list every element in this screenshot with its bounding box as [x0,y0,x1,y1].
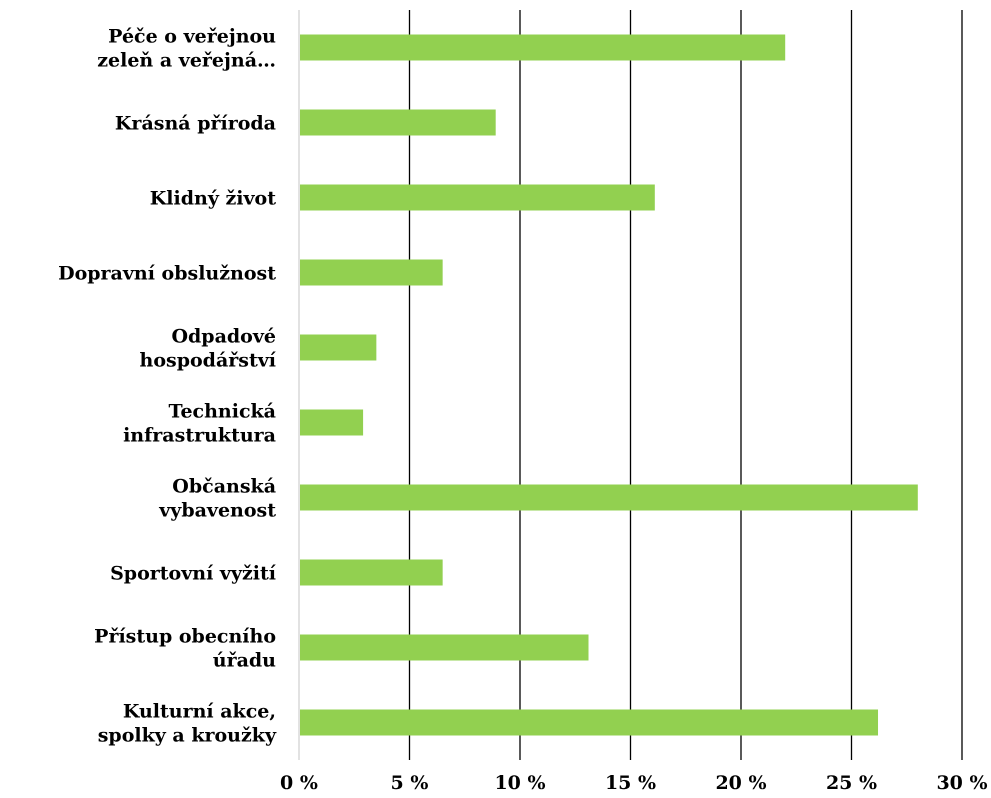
category-label: hospodářství [140,350,277,372]
x-tick-label: 10 % [494,772,545,794]
bar [300,34,786,61]
bar [300,334,377,361]
bar [300,559,443,586]
category-label: Péče o veřejnou [108,26,276,48]
x-tick-label: 30 % [936,772,987,794]
bar [300,184,655,211]
category-label: spolky a kroužky [98,725,277,747]
x-tick-label: 5 % [391,772,429,794]
x-tick-labels: 0 % 5 % 10 % 15 % 20 % 25 % 30 % [280,772,988,794]
category-label: Klidný život [150,188,276,210]
category-label: Sportovní vyžití [110,563,277,585]
category-label: Odpadové [171,326,276,348]
category-label: Přístup obecního [94,626,276,648]
category-label: Kulturní akce, [123,701,276,723]
bars [300,34,918,736]
category-label: Krásná příroda [115,113,276,135]
x-tick-label: 25 % [826,772,877,794]
bar [300,109,496,136]
x-tick-label: 15 % [605,772,656,794]
category-label: Technická [168,401,276,423]
category-label: infrastruktura [123,425,276,447]
x-tick-label: 0 % [280,772,318,794]
category-label: vybavenost [158,500,276,522]
bar [300,709,879,736]
category-label: zeleň a veřejná… [97,50,276,72]
bar [300,409,364,436]
bar [300,634,589,661]
bar [300,259,443,286]
category-label: Dopravní obslužnost [58,263,276,285]
category-label: úřadu [213,650,276,672]
category-label: Občanská [172,476,276,498]
x-tick-label: 20 % [715,772,766,794]
bar [300,484,918,511]
